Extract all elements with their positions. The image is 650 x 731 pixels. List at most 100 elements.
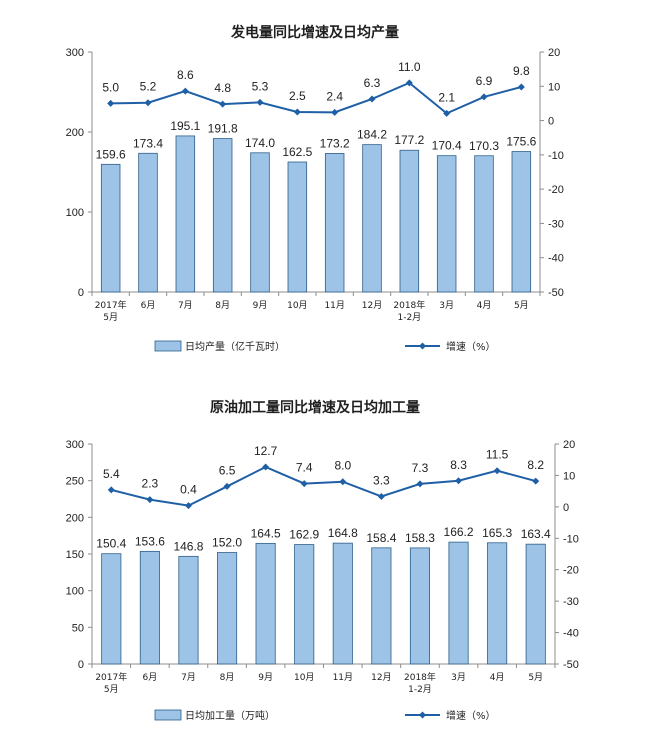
x-tick-label: 7月 bbox=[178, 300, 193, 311]
right-tick-label: 10 bbox=[563, 470, 575, 482]
x-tick-label: 5月 bbox=[528, 672, 543, 683]
left-tick-label: 200 bbox=[66, 127, 84, 139]
x-tick-label: 2017年 5月 bbox=[95, 671, 127, 695]
line-value-label: 2.5 bbox=[289, 89, 306, 103]
x-tick-label: 10月 bbox=[294, 672, 314, 683]
bar bbox=[138, 152, 158, 293]
left-tick-label: 300 bbox=[66, 439, 84, 451]
legend-line-marker bbox=[419, 711, 426, 719]
bar-value-label: 146.8 bbox=[173, 539, 203, 553]
bar-value-label: 150.4 bbox=[96, 537, 126, 551]
line-point bbox=[405, 79, 413, 87]
bar bbox=[399, 149, 420, 293]
right-tick-label: 10 bbox=[548, 81, 560, 93]
line-point bbox=[532, 477, 540, 485]
line-value-label: 8.6 bbox=[177, 68, 194, 82]
right-tick-label: -20 bbox=[548, 184, 564, 196]
x-tick-label: 10月 bbox=[287, 300, 307, 311]
bar bbox=[287, 161, 308, 293]
bar bbox=[250, 152, 270, 293]
right-tick-label: -50 bbox=[563, 659, 579, 671]
bar bbox=[100, 163, 121, 293]
bar-value-label: 184.2 bbox=[357, 128, 387, 142]
legend-line-label: 增速（%） bbox=[446, 709, 496, 722]
line-point bbox=[368, 95, 376, 103]
right-tick-label: 0 bbox=[563, 502, 569, 514]
bar-value-label: 158.3 bbox=[405, 531, 435, 545]
x-tick-label: 2017年 5月 bbox=[95, 299, 127, 323]
legend-bar-swatch bbox=[154, 340, 182, 352]
x-tick-label: 3月 bbox=[451, 672, 466, 683]
bar-value-label: 162.5 bbox=[282, 145, 312, 159]
line-value-label: 5.4 bbox=[103, 467, 120, 481]
bar-value-label: 175.6 bbox=[506, 135, 536, 149]
bar-value-label: 153.6 bbox=[135, 534, 165, 548]
line-value-label: 5.3 bbox=[252, 79, 269, 93]
line-point bbox=[256, 98, 264, 106]
right-tick-label: 0 bbox=[548, 116, 554, 128]
line-value-label: 11.5 bbox=[486, 448, 509, 462]
line-value-label: 7.3 bbox=[412, 461, 429, 475]
line-point bbox=[443, 109, 451, 117]
bar-value-label: 166.2 bbox=[444, 525, 474, 539]
legend-bar-swatch bbox=[154, 709, 182, 721]
bar bbox=[175, 135, 196, 293]
line-point bbox=[107, 99, 115, 107]
bar bbox=[294, 544, 315, 665]
line-value-label: 3.3 bbox=[373, 473, 390, 487]
bar-value-label: 158.4 bbox=[366, 531, 396, 545]
line-point bbox=[480, 93, 488, 101]
x-tick-label: 3月 bbox=[439, 300, 454, 311]
bar bbox=[139, 550, 160, 665]
bar bbox=[216, 552, 238, 665]
legend-bar-label: 日均产量（亿千瓦时） bbox=[185, 340, 285, 353]
line-value-label: 2.1 bbox=[438, 90, 455, 104]
growth-line bbox=[110, 81, 522, 115]
bar bbox=[255, 542, 276, 665]
right-tick-label: -30 bbox=[548, 218, 564, 230]
left-tick-label: 250 bbox=[66, 476, 84, 488]
line-value-label: 2.4 bbox=[326, 89, 343, 103]
line-point bbox=[331, 108, 339, 116]
left-tick-label: 300 bbox=[66, 47, 84, 59]
left-tick-label: 50 bbox=[72, 622, 84, 634]
line-point bbox=[184, 502, 192, 510]
bar-value-label: 170.4 bbox=[432, 139, 462, 153]
line-value-label: 6.3 bbox=[364, 76, 381, 90]
line-point bbox=[181, 87, 189, 95]
bar-value-label: 173.2 bbox=[320, 136, 350, 150]
left-tick-label: 100 bbox=[66, 207, 84, 219]
bar-value-label: 191.8 bbox=[208, 122, 238, 136]
bar-value-label: 163.4 bbox=[521, 527, 551, 541]
bar bbox=[362, 144, 382, 293]
bar bbox=[101, 553, 122, 665]
bar-value-label: 164.5 bbox=[251, 526, 281, 540]
line-point bbox=[517, 83, 525, 91]
bar bbox=[436, 155, 457, 293]
line-point bbox=[144, 99, 152, 107]
right-tick-label: 20 bbox=[563, 439, 575, 451]
bar-value-label: 152.0 bbox=[212, 536, 242, 550]
line-value-label: 8.3 bbox=[450, 458, 467, 472]
bar bbox=[525, 543, 546, 665]
line-point bbox=[416, 480, 424, 488]
bar bbox=[324, 153, 345, 293]
line-value-label: 2.3 bbox=[142, 477, 159, 491]
right-tick-label: -10 bbox=[563, 533, 579, 545]
bar-value-label: 195.1 bbox=[170, 119, 200, 133]
line-point bbox=[455, 477, 463, 485]
bar bbox=[487, 542, 508, 665]
line-value-label: 9.8 bbox=[513, 64, 530, 78]
bar-value-label: 159.6 bbox=[96, 147, 126, 161]
bar-value-label: 164.8 bbox=[328, 526, 358, 540]
line-point bbox=[223, 482, 231, 490]
x-tick-label: 11月 bbox=[333, 672, 353, 683]
right-tick-label: -50 bbox=[548, 287, 564, 299]
line-value-label: 11.0 bbox=[398, 60, 421, 74]
left-tick-label: 100 bbox=[66, 586, 84, 598]
x-tick-label: 9月 bbox=[258, 672, 273, 683]
x-tick-label: 6月 bbox=[141, 300, 156, 311]
